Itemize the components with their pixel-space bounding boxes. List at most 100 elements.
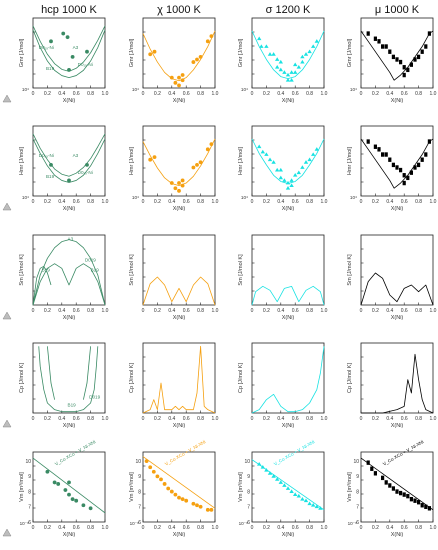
x-axis-label: X(Ni) — [63, 423, 76, 429]
y-axis-label: Vm [m³/mol] — [19, 472, 25, 502]
x-tick-label: 0.8 — [415, 525, 422, 531]
x-tick-label: 0.6 — [183, 199, 190, 205]
plot-frame — [360, 342, 434, 414]
x-tick-label: 1.0 — [430, 199, 437, 205]
data-point — [307, 501, 312, 506]
plot-frame — [142, 17, 216, 89]
data-point — [278, 59, 283, 64]
y-multiplier: 10⁴ — [350, 87, 357, 92]
x-tick-label: 0.6 — [73, 199, 80, 205]
panel-vm-2: 0 0.2 0.4 0.6 0.8 1.0 10 9 8 7 6 X(Ni) Vm [m³/mol] 10… — [129, 439, 219, 538]
data-point — [417, 54, 421, 60]
x-tick-label: 1.0 — [430, 525, 437, 531]
panel-hmr-1: 0 0.2 0.4 0.6 0.8 1.0 X(Ni) Hmr [J/mol] 10⁴ D0₁₉-… — [19, 125, 109, 212]
plot-frame — [360, 17, 434, 89]
data-point — [257, 36, 262, 41]
y-axis-label: Cp [J/mol K] — [129, 363, 135, 393]
data-point — [198, 54, 203, 59]
panel-sm-4: 0 0.2 0.4 0.6 0.8 1.0 X(Ni) Sm [J/mol K] — [347, 234, 437, 321]
x-axis-label: X(Ni) — [63, 532, 76, 538]
plot-frame — [251, 234, 325, 306]
x-tick-label: 0.6 — [292, 308, 299, 314]
plot-frame — [32, 17, 106, 89]
data-point — [152, 155, 157, 160]
series-line — [251, 285, 325, 306]
data-point — [271, 474, 276, 478]
x-tick-label: 0.6 — [73, 91, 80, 97]
y-multiplier: 10⁴ — [132, 195, 139, 200]
plot-frame — [142, 451, 216, 523]
x-tick-label: 0.6 — [183, 525, 190, 531]
data-point — [282, 483, 287, 487]
series-line — [251, 346, 325, 414]
x-tick-label: 0.2 — [44, 199, 51, 205]
plot-frame — [32, 125, 106, 197]
x-tick-label: 0.6 — [401, 91, 408, 97]
data-point — [278, 480, 283, 484]
triangle-logo-icon — [2, 528, 12, 537]
data-point — [300, 59, 305, 64]
triangle-logo-icon — [2, 202, 12, 211]
data-point — [285, 180, 291, 185]
x-tick-label: 0.6 — [183, 308, 190, 314]
x-tick-label: 0.4 — [277, 199, 284, 205]
series-line — [360, 272, 434, 306]
x-tick-label: 0 — [142, 199, 145, 205]
data-point — [303, 52, 309, 56]
x-tick-label: 1.0 — [321, 308, 328, 314]
x-tick-label: 0.8 — [87, 199, 94, 205]
annotation: A3 — [73, 153, 79, 158]
plot-frame — [360, 451, 434, 523]
data-point — [420, 157, 424, 162]
data-point — [311, 152, 316, 156]
data-point — [303, 160, 309, 164]
column-title-3: σ 1200 K — [266, 4, 311, 16]
data-point — [420, 49, 424, 54]
x-tick-label: 0 — [32, 91, 35, 97]
x-tick-label: 0 — [360, 416, 363, 422]
data-point — [409, 170, 413, 175]
x-tick-label: 0.2 — [44, 416, 51, 422]
x-tick-label: 0.6 — [183, 91, 190, 97]
data-point — [417, 162, 421, 168]
data-point — [166, 486, 171, 491]
x-tick-label: 0.2 — [154, 308, 161, 314]
data-point — [45, 469, 50, 474]
data-point — [311, 503, 316, 507]
data-point — [285, 72, 291, 77]
data-point — [402, 180, 406, 186]
data-point — [311, 44, 316, 48]
data-point — [293, 70, 298, 74]
y-multiplier: 10⁻⁶ — [20, 521, 30, 526]
x-tick-label: 0 — [360, 91, 363, 97]
x-tick-label: 0.6 — [292, 416, 299, 422]
x-tick-label: 0.6 — [73, 416, 80, 422]
data-point — [259, 44, 264, 48]
data-point — [289, 70, 294, 74]
data-point — [395, 489, 399, 494]
x-tick-label: 0.8 — [306, 416, 313, 422]
panel-gmr-2: 0 0.2 0.4 0.6 0.8 1.0 X(Ni) Gmr [J/mol] 10⁴ — [129, 17, 219, 104]
x-tick-label: 0.4 — [386, 199, 393, 205]
data-point — [388, 157, 392, 162]
x-tick-label: 1.0 — [212, 308, 219, 314]
data-point — [413, 498, 417, 503]
x-tick-label: 0.4 — [386, 416, 393, 422]
x-tick-label: 0.4 — [277, 308, 284, 314]
panel-gmr-1: 0 0.2 0.4 0.6 0.8 1.0 X(Ni) Gmr [J/mol] 10⁴ D0₁₉-… — [19, 17, 109, 104]
data-point — [177, 181, 181, 185]
data-point — [180, 178, 185, 183]
x-tick-label: 1.0 — [430, 308, 437, 314]
y-tick-label: 9 — [247, 474, 250, 480]
data-point — [384, 480, 388, 485]
x-tick-label: 0 — [251, 91, 254, 97]
y-axis-label: Vm [m³/mol] — [129, 472, 135, 502]
series-line-a3 — [32, 138, 106, 183]
plot-frame — [32, 234, 106, 306]
y-axis-label: Cp [J/mol K] — [347, 363, 353, 393]
y-axis-label: Cp [J/mol K] — [238, 363, 244, 393]
data-point — [205, 507, 210, 512]
x-tick-label: 0.8 — [87, 416, 94, 422]
annotation: D0₁₉-Ni — [78, 170, 93, 175]
y-tick-label: 9 — [28, 474, 31, 480]
